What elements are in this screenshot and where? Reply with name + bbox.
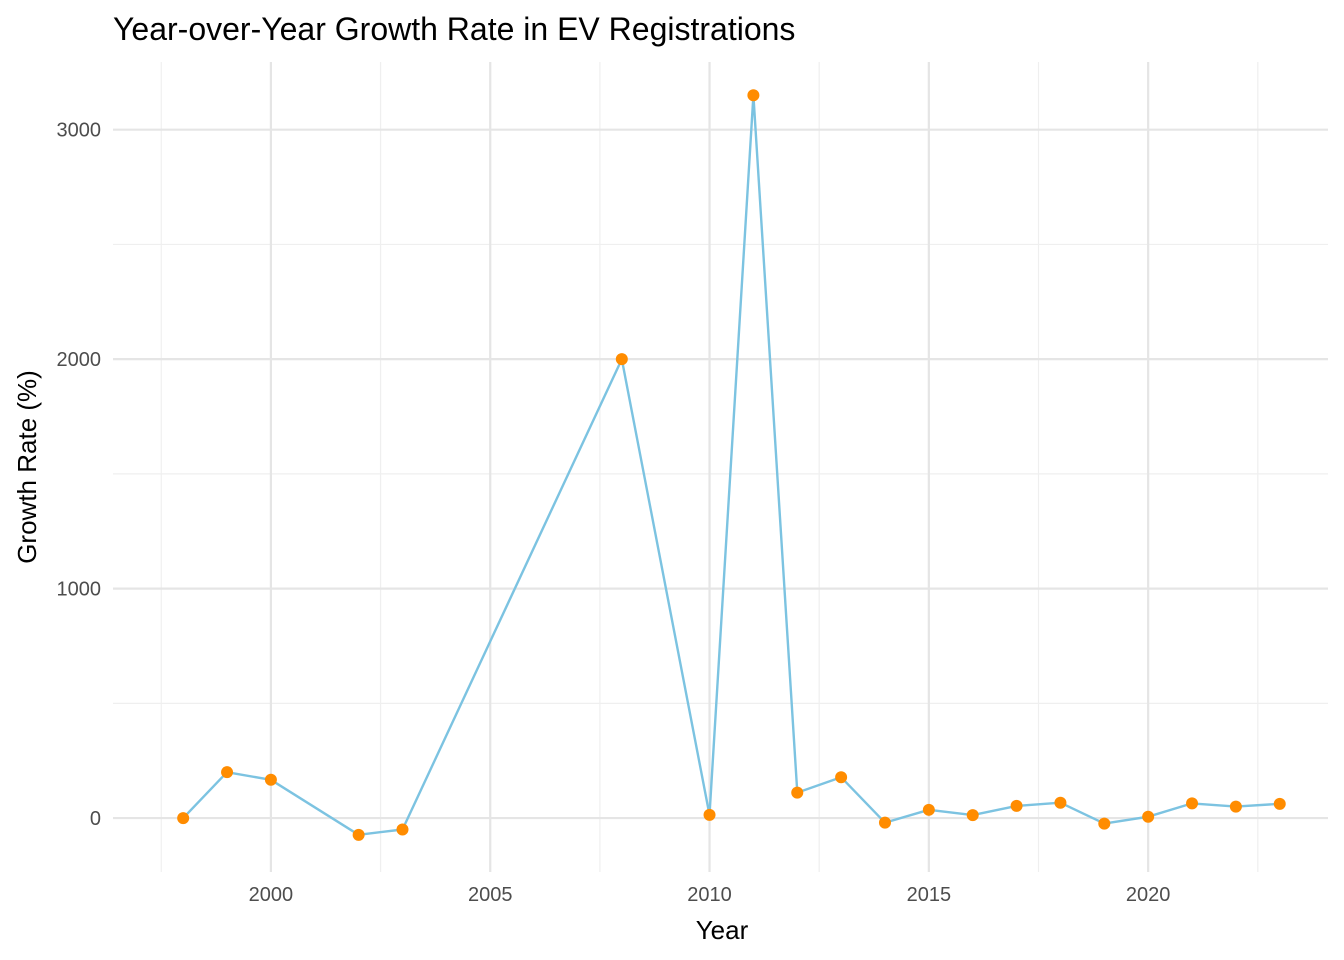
series-line-group bbox=[182, 94, 1280, 836]
x-tick-label: 2005 bbox=[468, 884, 513, 906]
data-point bbox=[396, 823, 409, 836]
data-point bbox=[1054, 796, 1067, 809]
x-tick-label: 2020 bbox=[1126, 884, 1171, 906]
x-tick-label: 2000 bbox=[249, 884, 294, 906]
data-point bbox=[966, 809, 979, 822]
data-point bbox=[221, 766, 234, 779]
y-tick-label: 3000 bbox=[57, 120, 102, 142]
y-tick-label: 1000 bbox=[57, 579, 102, 601]
data-point bbox=[352, 828, 365, 841]
data-point bbox=[264, 773, 277, 786]
data-point bbox=[1142, 810, 1155, 823]
data-point bbox=[1186, 797, 1199, 810]
data-point bbox=[1229, 800, 1242, 813]
y-tick-label: 2000 bbox=[57, 349, 102, 371]
data-point bbox=[177, 812, 190, 825]
x-axis-tick-labels: 2000 2005 2010 2015 2020 bbox=[249, 884, 1171, 906]
data-point bbox=[703, 808, 716, 821]
data-point bbox=[1010, 799, 1023, 812]
data-point bbox=[1098, 817, 1111, 830]
grid bbox=[113, 62, 1328, 872]
data-point bbox=[791, 786, 804, 799]
data-point bbox=[747, 89, 760, 102]
y-tick-label: 0 bbox=[90, 808, 101, 830]
data-point bbox=[878, 816, 891, 829]
chart-title: Year-over-Year Growth Rate in EV Registr… bbox=[113, 11, 795, 47]
x-tick-label: 2010 bbox=[687, 884, 732, 906]
y-axis-title: Growth Rate (%) bbox=[12, 370, 42, 564]
series-line bbox=[182, 94, 1280, 836]
data-point bbox=[835, 771, 848, 784]
x-axis-title: Year bbox=[696, 915, 749, 945]
data-point bbox=[1273, 797, 1286, 810]
data-point bbox=[922, 803, 935, 816]
data-point bbox=[615, 353, 628, 366]
x-tick-label: 2015 bbox=[907, 884, 952, 906]
series-points-group bbox=[177, 89, 1286, 841]
y-axis-tick-labels: 0 1000 2000 3000 bbox=[57, 120, 102, 830]
